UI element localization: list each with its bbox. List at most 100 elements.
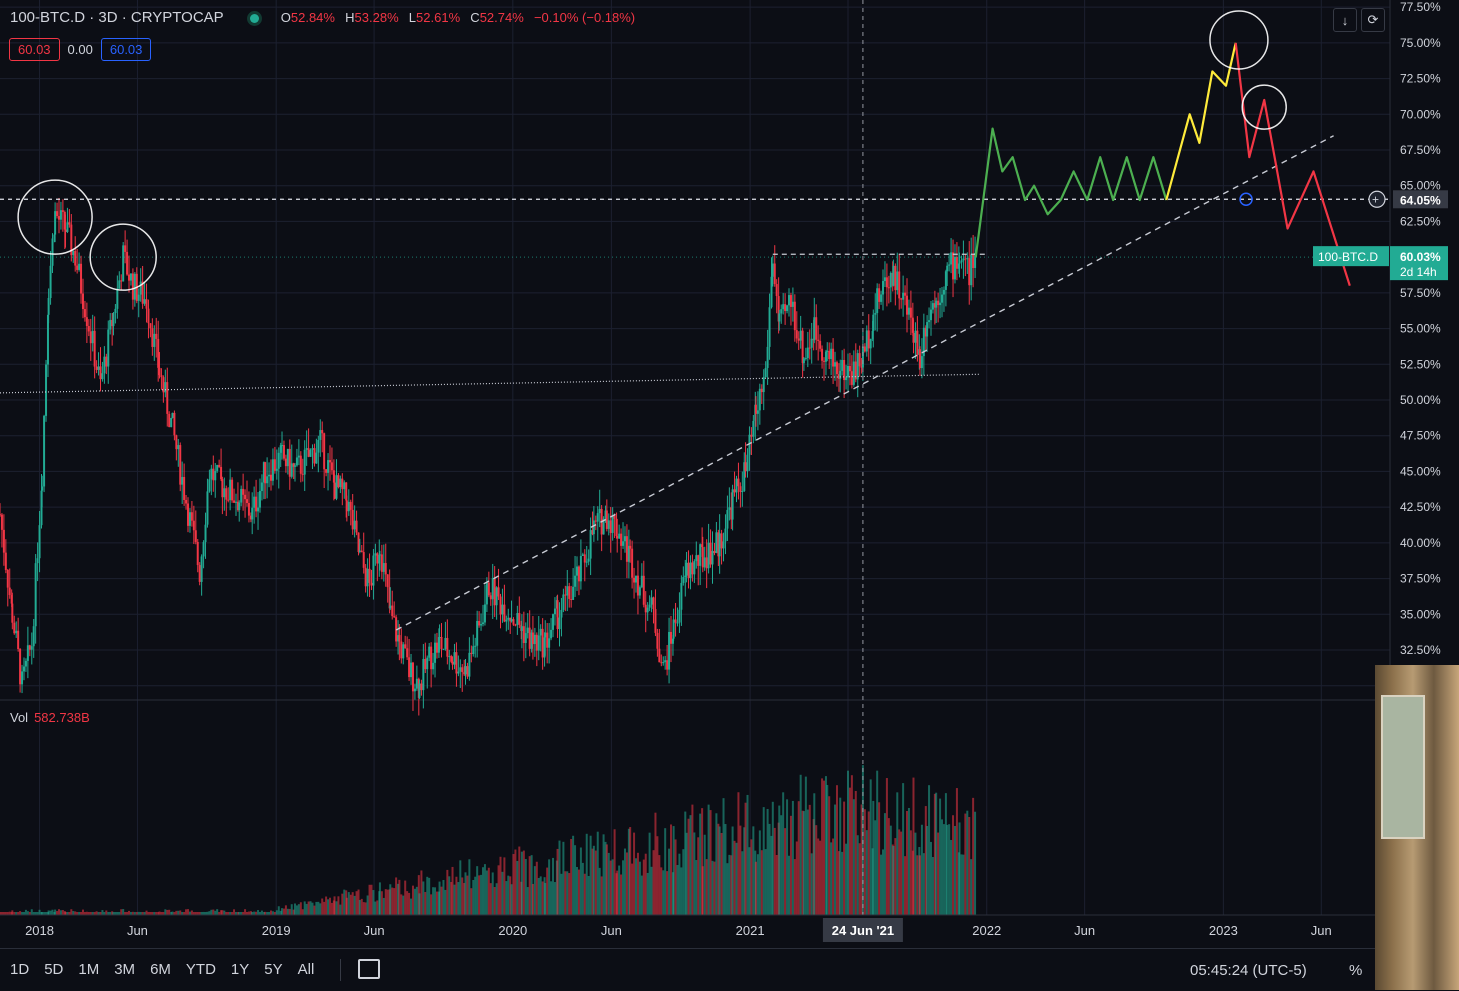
candle-body bbox=[204, 524, 207, 543]
countdown-text: 2d 14h bbox=[1400, 265, 1437, 279]
candle-body bbox=[157, 338, 160, 368]
volume-bar bbox=[34, 912, 37, 915]
range-button-1y[interactable]: 1Y bbox=[230, 961, 250, 978]
candle-body bbox=[828, 350, 831, 360]
range-button-ytd[interactable]: YTD bbox=[185, 961, 216, 978]
range-button-5y[interactable]: 5Y bbox=[264, 961, 283, 978]
candle-body bbox=[748, 434, 751, 455]
candle-body bbox=[333, 482, 336, 499]
candle-body bbox=[8, 587, 11, 595]
volume-bar bbox=[856, 835, 859, 915]
candle-body bbox=[258, 491, 261, 508]
alert-marker[interactable] bbox=[1239, 192, 1253, 207]
volume-bar bbox=[668, 848, 671, 915]
volume-bar bbox=[255, 911, 258, 915]
volume-bar bbox=[305, 903, 308, 915]
candle-body bbox=[654, 609, 657, 633]
volume-bar bbox=[852, 799, 855, 915]
candle-body bbox=[618, 533, 621, 539]
candle-body bbox=[705, 557, 708, 569]
candle-body bbox=[544, 632, 547, 638]
candle-body bbox=[876, 288, 879, 314]
range-button-all[interactable]: All bbox=[297, 961, 315, 978]
range-button-1d[interactable]: 1D bbox=[10, 961, 30, 978]
candle-body bbox=[861, 346, 864, 368]
candle-body bbox=[53, 234, 56, 239]
volume-bar bbox=[413, 888, 416, 915]
download-icon[interactable]: ↓ bbox=[1333, 8, 1357, 32]
volume-bar bbox=[858, 843, 861, 915]
volume-bar bbox=[448, 876, 451, 915]
volume-bar bbox=[830, 842, 833, 915]
flat-support-line[interactable] bbox=[0, 373, 979, 394]
volume-bar bbox=[815, 825, 818, 915]
candle-body bbox=[955, 256, 958, 269]
volume-bar bbox=[244, 909, 247, 915]
range-button-1m[interactable]: 1M bbox=[78, 961, 100, 978]
candle-body bbox=[541, 628, 544, 658]
volume-bar bbox=[835, 785, 838, 915]
volume-bar bbox=[754, 861, 757, 915]
volume-bar bbox=[817, 838, 820, 915]
candle-body bbox=[268, 474, 271, 477]
volume-bar bbox=[786, 799, 789, 915]
candle-body bbox=[791, 301, 794, 307]
candle-body bbox=[889, 272, 892, 288]
candle-body bbox=[699, 544, 702, 566]
range-button-5d[interactable]: 5D bbox=[44, 961, 64, 978]
highlight-circle[interactable] bbox=[17, 179, 93, 255]
range-button-3m[interactable]: 3M bbox=[114, 961, 136, 978]
last-symbol-badge bbox=[1313, 246, 1389, 267]
highlight-circle[interactable] bbox=[1209, 10, 1269, 70]
range-button-6m[interactable]: 6M bbox=[150, 961, 171, 978]
volume-bar bbox=[797, 801, 800, 915]
price-tick: 35.00% bbox=[1400, 607, 1441, 621]
candle-body bbox=[91, 330, 94, 344]
volume-bar bbox=[935, 792, 938, 915]
candle-body bbox=[160, 375, 163, 378]
volume-bar bbox=[793, 859, 796, 915]
volume-bar bbox=[600, 876, 603, 915]
volume-bar bbox=[821, 778, 824, 915]
candle-body bbox=[852, 361, 855, 385]
candle-body bbox=[80, 263, 83, 294]
volume-bar bbox=[257, 910, 260, 915]
volume-bar bbox=[406, 891, 409, 915]
candle-body bbox=[34, 563, 37, 627]
volume-bar bbox=[319, 903, 322, 915]
percent-toggle[interactable]: % bbox=[1349, 962, 1363, 979]
projection-red[interactable] bbox=[1234, 42, 1351, 287]
volume-bar bbox=[531, 883, 534, 915]
volume-bar bbox=[378, 882, 381, 915]
volume-bar bbox=[168, 909, 171, 915]
volume-bar bbox=[564, 871, 567, 915]
volume-bar bbox=[208, 911, 211, 915]
candle-body bbox=[183, 476, 186, 500]
calendar-icon[interactable] bbox=[358, 959, 380, 979]
candle-body bbox=[49, 265, 52, 299]
highlight-circle[interactable] bbox=[89, 223, 157, 291]
candle-body bbox=[444, 637, 447, 649]
volume-bar bbox=[585, 833, 588, 915]
volume-bar bbox=[602, 834, 605, 915]
volume-bar bbox=[236, 912, 239, 915]
fullscreen-icon[interactable]: ⟳ bbox=[1361, 8, 1385, 32]
volume-bar bbox=[0, 912, 1, 915]
candle-body bbox=[815, 317, 818, 340]
projection-yellow[interactable] bbox=[1165, 42, 1237, 201]
rising-trendline[interactable] bbox=[395, 135, 1334, 631]
candle-body bbox=[428, 646, 431, 658]
clock[interactable]: 05:45:24 (UTC-5) bbox=[1190, 962, 1307, 979]
indicator-right-value[interactable]: 60.03 bbox=[100, 38, 152, 61]
volume-bar bbox=[775, 854, 778, 915]
highlight-circle[interactable] bbox=[1241, 84, 1287, 130]
projection-green[interactable] bbox=[974, 127, 1168, 258]
symbol-title[interactable]: 100-BTC.D · 3D · CRYPTOCAP bbox=[10, 9, 224, 26]
add-alert-icon[interactable] bbox=[1368, 190, 1386, 208]
indicator-left-value[interactable]: 60.03 bbox=[9, 38, 60, 61]
volume-bar bbox=[768, 823, 771, 915]
candle-body bbox=[474, 645, 477, 647]
candle-body bbox=[198, 565, 201, 582]
volume-bar bbox=[756, 854, 759, 915]
